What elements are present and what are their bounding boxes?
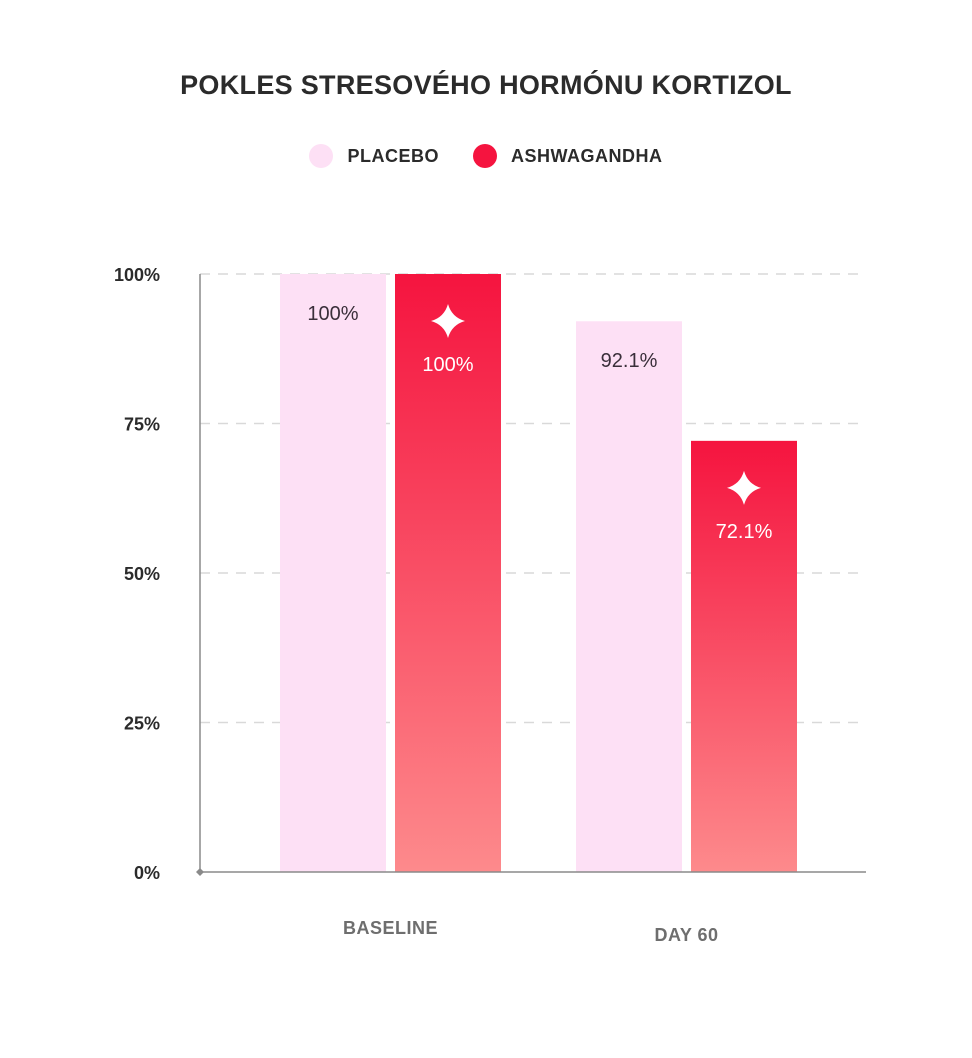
legend-swatch-placebo bbox=[309, 144, 334, 168]
y-tick-label: 0% bbox=[134, 863, 160, 883]
y-tick-label: 100% bbox=[114, 265, 160, 285]
bar-ashwagandha bbox=[691, 440, 797, 872]
sparkle-icon bbox=[727, 470, 761, 505]
legend-item-placebo: PLACEBO bbox=[309, 144, 439, 168]
y-tick-label: 50% bbox=[124, 564, 160, 584]
x-tick-label: DAY 60 bbox=[654, 925, 718, 945]
sparkle-icon bbox=[431, 304, 465, 338]
legend: PLACEBO ASHWAGANDHA bbox=[0, 144, 972, 168]
legend-swatch-ashwagandha bbox=[473, 144, 497, 168]
bar-placebo bbox=[576, 321, 682, 872]
chart-title: POKLES STRESOVÉHO HORMÓNU KORTIZOL bbox=[180, 70, 792, 100]
legend-label-placebo: PLACEBO bbox=[347, 145, 439, 166]
legend-item-ashwagandha: ASHWAGANDHA bbox=[473, 144, 663, 168]
legend-label-ashwagandha: ASHWAGANDHA bbox=[511, 145, 663, 166]
bar-ashwagandha bbox=[395, 274, 501, 872]
data-label-ashwagandha: 72.1% bbox=[716, 521, 773, 543]
y-tick-label: 75% bbox=[124, 415, 160, 435]
axis-origin-marker bbox=[196, 868, 204, 876]
data-label-placebo: 92.1% bbox=[601, 350, 658, 372]
y-tick-label: 25% bbox=[124, 714, 160, 734]
bar-placebo bbox=[280, 274, 386, 872]
data-label-ashwagandha: 100% bbox=[422, 354, 473, 376]
data-label-placebo: 100% bbox=[307, 303, 358, 325]
x-tick-label: BASELINE bbox=[343, 918, 438, 938]
